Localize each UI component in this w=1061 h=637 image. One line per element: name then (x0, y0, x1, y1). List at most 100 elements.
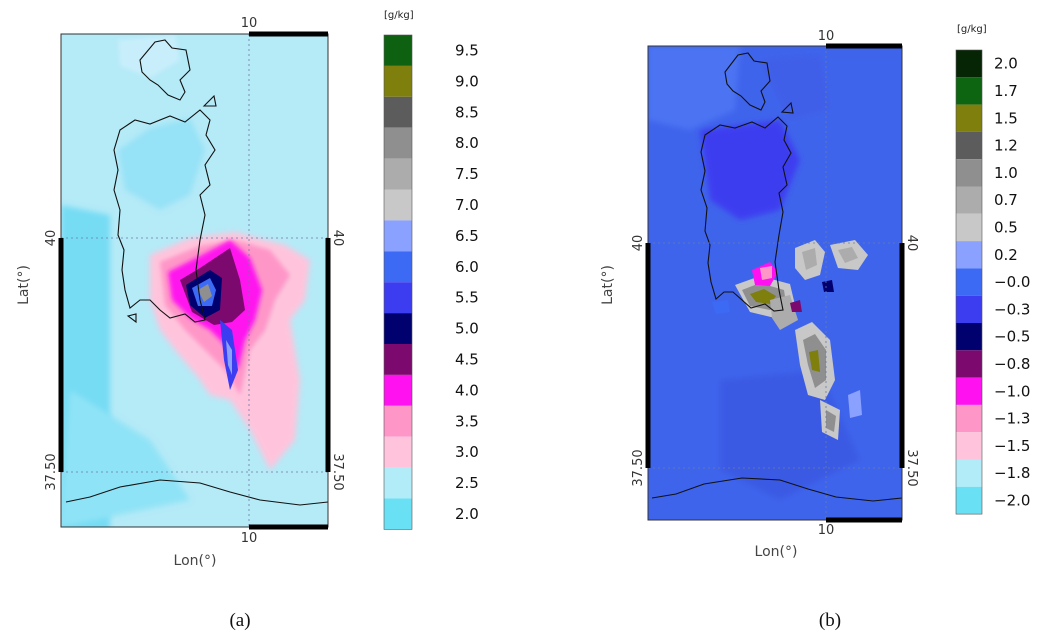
lon-tick-b-top: 10 (818, 29, 835, 44)
coastline-b (651, 52, 902, 502)
sardinia-interior-a (118, 118, 205, 210)
colorbar-label: 1.7 (994, 82, 1018, 100)
colorbar-swatch (384, 158, 412, 190)
colorbar-label: −0.5 (994, 328, 1030, 346)
colorbar-label: 0.5 (994, 218, 1018, 236)
unit-label-a: [g/kg] (384, 10, 414, 21)
panel-b: 10 10 40 37.50 40 37.50 Lon(°) Lat(°) [g… (600, 24, 1030, 631)
colorbar-swatch (956, 241, 982, 269)
colorbar-label: 2.5 (455, 474, 479, 492)
negative-area-b (700, 120, 800, 220)
colorbar-swatch (384, 405, 412, 437)
lon-tick-a-bottom: 10 (241, 531, 258, 546)
colorbar-swatch (956, 350, 982, 378)
colorbar-swatch (956, 486, 982, 515)
lat-tick-b-40-left: 40 (631, 235, 646, 252)
colorbar-swatch (384, 467, 412, 499)
colorbar-swatch (384, 251, 412, 283)
colorbar-label: −1.8 (994, 464, 1030, 482)
x-axis-label-a: Lon(°) (174, 553, 217, 569)
colorbar-border (955, 49, 983, 515)
colorbar-swatch (956, 295, 982, 323)
colorbar-label: 2.0 (994, 55, 1018, 73)
colorbar-label: −2.0 (994, 491, 1030, 509)
colorbar-swatch (956, 104, 982, 132)
colorbar-label: 8.0 (455, 134, 479, 152)
colorbar-swatch (384, 374, 412, 406)
colorbar-swatch (384, 127, 412, 159)
colorbar-label: −0.0 (994, 273, 1030, 291)
colorbar-label: 6.0 (455, 258, 479, 276)
colorbar-label: 1.5 (994, 109, 1018, 127)
lon-tick-b-bottom: 10 (818, 523, 835, 538)
colorbar-swatch (384, 65, 412, 97)
coastline-a (65, 39, 328, 506)
colorbar-swatch (956, 459, 982, 487)
colorbar-swatch (956, 77, 982, 105)
map-a (61, 34, 328, 527)
colorbar-swatch (956, 432, 982, 460)
map-b (648, 46, 902, 520)
lat-tick-b-3750-right: 37.50 (904, 449, 919, 486)
colorbar-label: 3.0 (455, 443, 479, 461)
colorbar-label: 7.0 (455, 196, 479, 214)
colorbar-swatch (384, 344, 412, 375)
colorbar-label: 0.2 (994, 246, 1018, 264)
lat-tick-a-3750-right: 37.50 (330, 453, 345, 490)
colorbar-swatch (956, 323, 982, 351)
colorbar-label: 3.5 (455, 412, 479, 430)
colorbar-label: 1.0 (994, 164, 1018, 182)
colorbar-swatch (384, 189, 412, 221)
lat-tick-a-40-right: 40 (330, 230, 345, 247)
colorbar-label: 5.0 (455, 320, 479, 338)
panel-label-b: (b) (819, 610, 841, 631)
colorbar-swatch (384, 35, 412, 66)
colorbar-swatch (956, 131, 982, 160)
colorbar-label: 5.5 (455, 289, 479, 307)
lat-tick-b-40-right: 40 (904, 235, 919, 252)
lon-tick-a-top: 10 (241, 16, 258, 31)
colorbar-swatch (956, 377, 982, 405)
colorbar-border (383, 34, 413, 530)
colorbar-swatch (384, 96, 412, 128)
colorbar-swatch (384, 498, 412, 530)
colorbar-swatch (384, 220, 412, 252)
colorbar-label: −0.8 (994, 355, 1030, 373)
colorbar-a: 9.5 9.0 8.5 8.0 7.5 7.0 6.5 6.0 5.5 5.0 4.5 4.0 3.5 3… (383, 34, 479, 530)
colorbar-label: 8.5 (455, 103, 479, 121)
grid-b (648, 46, 902, 520)
colorbar-swatch (956, 268, 982, 296)
colorbar-swatch (384, 313, 412, 344)
colorbar-label: 1.2 (994, 137, 1018, 155)
colorbar-label: 4.5 (455, 350, 479, 368)
colorbar-label: 6.5 (455, 227, 479, 245)
colorbar-label: −1.0 (994, 382, 1030, 400)
colorbar-swatch (956, 186, 982, 214)
lat-tick-a-3750-left: 37.50 (44, 453, 59, 490)
lat-tick-b-3750-left: 37.50 (631, 449, 646, 486)
colorbar-label: 9.5 (455, 41, 479, 59)
x-axis-label-b: Lon(°) (755, 544, 798, 560)
colorbar-swatch (956, 213, 982, 242)
panel-a: 10 10 40 37.50 40 37.50 Lon(°) Lat(°) [g… (16, 10, 479, 631)
colorbar-swatch (384, 282, 412, 314)
colorbar-label: −0.3 (994, 300, 1030, 318)
y-axis-label-b: Lat(°) (600, 265, 616, 305)
colorbar-label: 9.0 (455, 72, 479, 90)
colorbar-label: 0.7 (994, 191, 1018, 209)
colorbar-swatch (956, 50, 982, 78)
colorbar-swatch (384, 436, 412, 468)
grid-a (61, 34, 328, 527)
colorbar-label: −1.5 (994, 437, 1030, 455)
colorbar-swatch (956, 159, 982, 187)
colorbar-swatch (956, 404, 982, 433)
colorbar-label: 4.0 (455, 381, 479, 399)
y-axis-label-a: Lat(°) (16, 265, 32, 305)
colorbar-label: 7.5 (455, 165, 479, 183)
unit-label-b: [g/kg] (957, 24, 987, 35)
panel-label-a: (a) (229, 610, 250, 631)
colorbar-b: 2.0 1.7 1.5 1.2 1.0 0.7 0.5 0.2 −0.0 −0.3 −0.5 −0.8… (955, 49, 1030, 515)
colorbar-label: 2.0 (455, 505, 479, 523)
colorbar-label: −1.3 (994, 410, 1030, 428)
